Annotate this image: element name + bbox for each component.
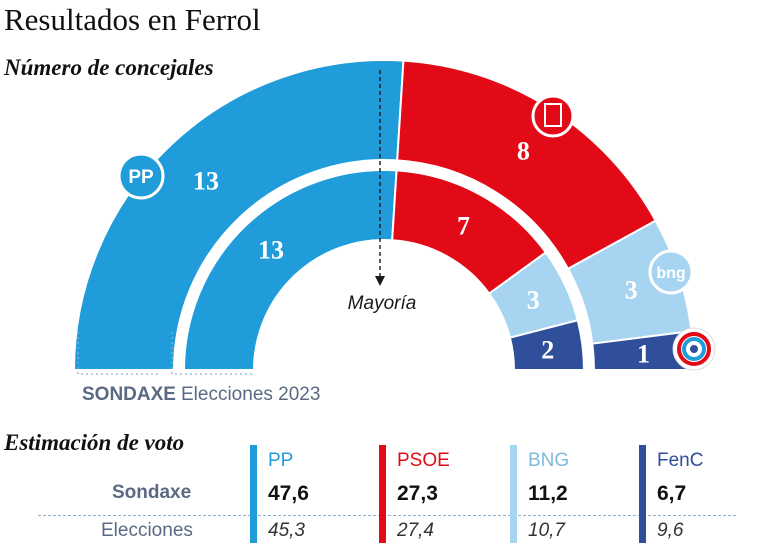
pp-column-header: PP: [268, 450, 294, 471]
ring-label-0: SONDAXE: [82, 384, 176, 405]
fenc-column-bar: [639, 445, 646, 543]
row-divider: [38, 515, 736, 516]
bng-logo-icon: [648, 249, 694, 295]
seat-label-elecciones-2023-fenc: 2: [541, 335, 554, 364]
seat-label-sondaxe-pp: 13: [193, 166, 219, 195]
vote-estimate-table: Sondaxe Elecciones PP 47,6 45,3 PSOE 27,…: [0, 445, 768, 555]
majority-label: Mayoría: [348, 293, 417, 314]
pp-elecciones-value: 45,3: [268, 520, 305, 541]
seat-label-sondaxe-psoe: 8: [517, 136, 530, 165]
row-label-elecciones: Elecciones: [101, 520, 193, 541]
bng-sondaxe-value: 11,2: [528, 482, 568, 505]
fenc-column-header: FenC: [657, 450, 704, 471]
bng-column-header: BNG: [528, 450, 570, 471]
seat-label-elecciones-2023-psoe: 7: [457, 211, 470, 240]
seat-label-elecciones-2023-pp: 13: [258, 236, 284, 265]
psoe-column-bar: [379, 445, 386, 543]
seat-arc-sondaxe-pp: [72, 59, 405, 371]
seat-label-sondaxe-fenc: 1: [637, 340, 650, 369]
pp-sondaxe-value: 47,6: [268, 482, 309, 505]
vote-estimate-title: Estimación de voto: [4, 430, 185, 455]
fenc-elecciones-value: 9,6: [657, 520, 684, 541]
seat-label-elecciones-2023-bng: 3: [527, 286, 540, 315]
chart-subtitle: Número de concejales: [4, 55, 214, 80]
ring-bracket-0: [77, 332, 158, 375]
psoe-column-header: PSOE: [397, 450, 450, 471]
pp-column-bar: [250, 445, 257, 543]
fenc-logo-center: [690, 345, 698, 353]
psoe-elecciones-value: 27,4: [397, 520, 434, 541]
fenc-logo-ring-red: [677, 332, 711, 366]
seat-arc-elecciones-2023-pp: [182, 169, 398, 371]
seat-arc-elecciones-2023-fenc: [508, 319, 586, 371]
ring-bracket-1: [171, 332, 252, 375]
psoe-sondaxe-value: 27,3: [397, 482, 438, 505]
row-label-sondaxe: Sondaxe: [112, 482, 192, 503]
bng-column-bar: [510, 445, 517, 543]
page-title: Resultados en Ferrol: [4, 2, 261, 37]
ring-label-1: Elecciones 2023: [181, 384, 320, 405]
pp-logo-icon: [117, 152, 165, 200]
bng-elecciones-value: 10,7: [528, 520, 565, 541]
majority-arrow: [375, 276, 385, 286]
pp-logo-text: PP: [128, 167, 154, 188]
psoe-logo-rose: [544, 103, 562, 127]
fenc-logo-ring-blue: [682, 337, 706, 361]
bng-logo-text: bng: [656, 265, 685, 282]
psoe-logo-icon: [531, 94, 575, 138]
seat-label-sondaxe-bng: 3: [625, 276, 638, 305]
fenc-sondaxe-value: 6,7: [657, 482, 687, 505]
